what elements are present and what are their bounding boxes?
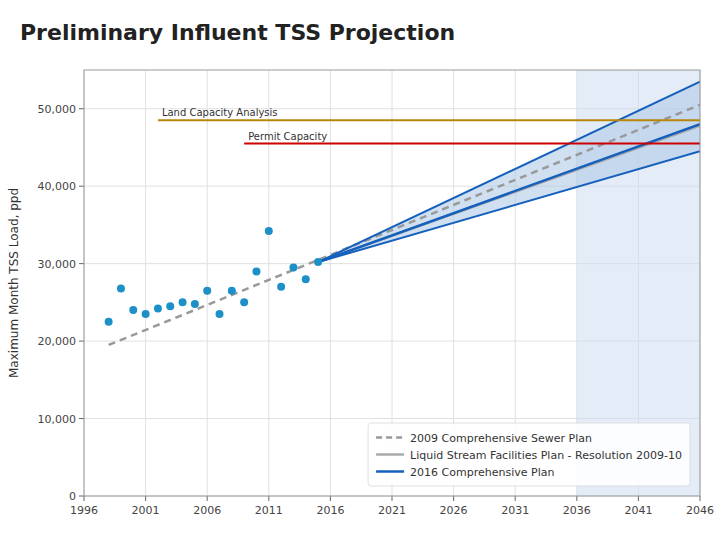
line-series (158, 119, 700, 121)
chart: Preliminary Influent TSS Projection 1996 2… (0, 0, 720, 540)
legend-label: Liquid Stream Facilities Plan - Resoluti… (410, 449, 682, 462)
x-tick (638, 496, 639, 501)
x-tick (576, 496, 577, 501)
scatter-point (105, 318, 113, 326)
legend-swatch (376, 436, 404, 439)
legend: 2009 Comprehensive Sewer Plan Liquid Stre… (368, 423, 690, 486)
legend-swatch (376, 453, 404, 456)
scatter-point (179, 298, 187, 306)
x-tick (268, 496, 269, 501)
x-tick (207, 496, 208, 501)
x-grid-line (145, 70, 146, 496)
scatter-point (166, 302, 174, 310)
y-tick (79, 341, 84, 342)
y-tick-label: 10,000 (38, 413, 77, 426)
scatter-point (240, 298, 248, 306)
line-series (318, 82, 700, 262)
scatter-point (252, 267, 260, 275)
scatter-point (302, 275, 310, 283)
annotation: Land Capacity Analysis (162, 107, 278, 118)
y-tick (79, 496, 84, 497)
grid (84, 70, 700, 496)
x-tick-label: 2041 (624, 504, 652, 517)
legend-swatch (376, 470, 404, 473)
x-grid-line (330, 70, 331, 496)
line-series (244, 143, 700, 145)
y-tick (79, 418, 84, 419)
x-tick (515, 496, 516, 501)
scatter-point (154, 305, 162, 313)
y-tick (79, 263, 84, 264)
y-tick-label: 20,000 (38, 335, 77, 348)
line-series (318, 151, 700, 262)
x-tick-label: 2036 (563, 504, 591, 517)
y-tick-label: 50,000 (38, 103, 77, 116)
y-tick-label: 40,000 (38, 180, 77, 193)
y-tick-label: 0 (69, 490, 76, 503)
x-tick (84, 496, 85, 501)
plot-background (84, 70, 700, 496)
x-tick-label: 2026 (440, 504, 468, 517)
scatter-point (314, 258, 322, 266)
x-tick (145, 496, 146, 501)
legend-label: 2016 Comprehensive Plan (410, 466, 554, 479)
x-tick-label: 2046 (686, 504, 714, 517)
scatter-point (117, 284, 125, 292)
x-tick (700, 496, 701, 501)
x-tick-label: 2016 (316, 504, 344, 517)
line-series (318, 124, 700, 262)
y-tick-label: 30,000 (38, 258, 77, 271)
plot-frame (84, 70, 700, 496)
x-tick-label: 2021 (378, 504, 406, 517)
x-tick-label: 2006 (193, 504, 221, 517)
plot-data (105, 70, 700, 496)
x-tick-label: 2011 (255, 504, 283, 517)
scatter-point (289, 264, 297, 272)
scatter-point (129, 306, 137, 314)
scatter-point (203, 287, 211, 295)
band-area (318, 82, 700, 262)
x-tick-label: 2001 (132, 504, 160, 517)
legend-label: 2009 Comprehensive Sewer Plan (410, 432, 592, 445)
title: Preliminary Influent TSS Projection (20, 20, 455, 45)
x-grid-line (207, 70, 208, 496)
y-axis-label: Maximum Month TSS Load, ppd (7, 188, 21, 378)
x-tick-label: 2031 (501, 504, 529, 517)
scatter-point (277, 283, 285, 291)
scatter-point (228, 287, 236, 295)
x-tick (392, 496, 393, 501)
legend-background (368, 423, 690, 486)
scatter-point (191, 300, 199, 308)
scatter-point (216, 310, 224, 318)
x-tick (453, 496, 454, 501)
line-series (109, 105, 700, 345)
y-tick (79, 186, 84, 187)
y-tick (79, 108, 84, 109)
annotation: Permit Capacity (248, 131, 327, 142)
x-tick-label: 1996 (70, 504, 98, 517)
scatter-point (265, 227, 273, 235)
scatter-point (142, 310, 150, 318)
x-tick (330, 496, 331, 501)
